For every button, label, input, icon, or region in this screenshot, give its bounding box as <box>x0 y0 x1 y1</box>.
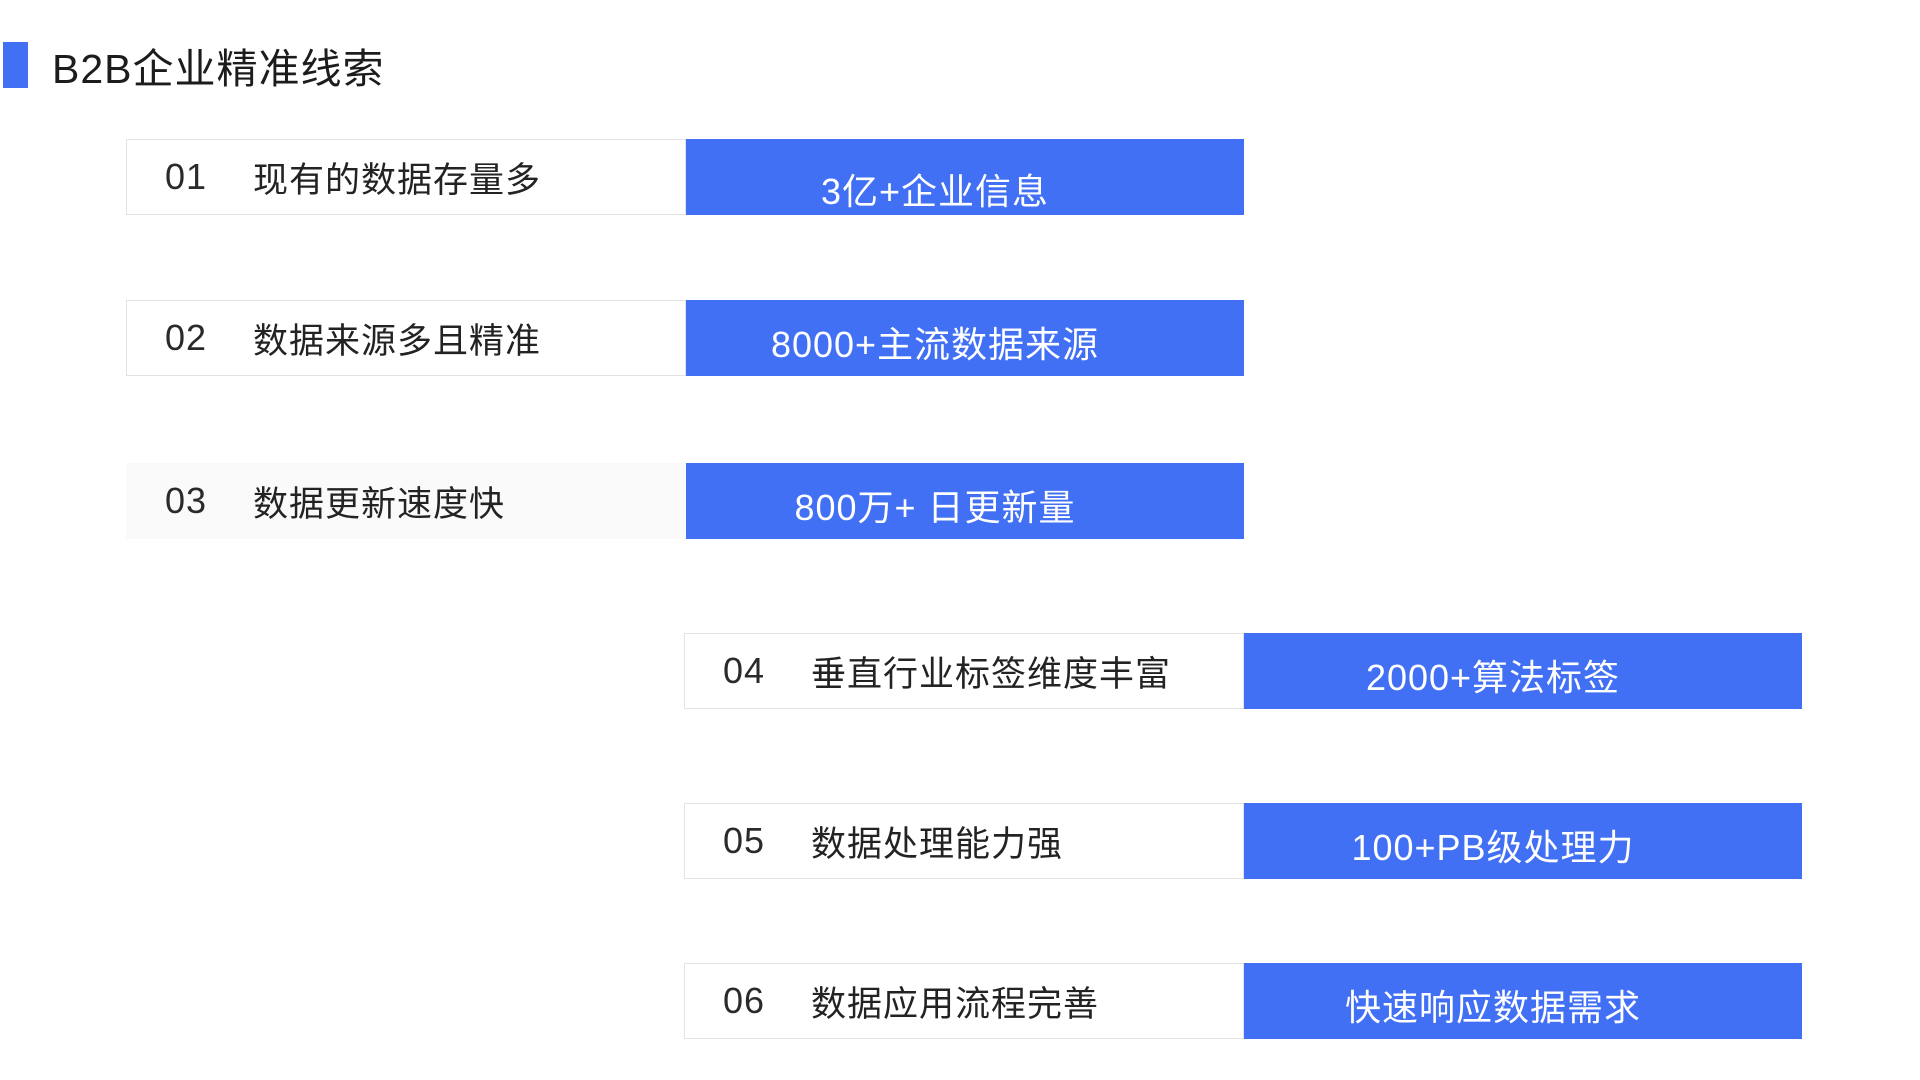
feature-badge: 快速响应数据需求 <box>1244 963 1802 1039</box>
feature-row-02: 02 数据来源多且精准 8000+主流数据来源 <box>126 300 1244 376</box>
slide-header: B2B企业精准线索 <box>3 42 385 92</box>
feature-badge-text: 2000+算法标签 <box>1365 657 1621 698</box>
feature-box: 03 数据更新速度快 <box>126 463 686 539</box>
feature-number: 02 <box>165 317 208 358</box>
feature-box: 02 数据来源多且精准 <box>126 300 686 376</box>
feature-row-01: 01 现有的数据存量多 3亿+企业信息 <box>126 139 1244 215</box>
feature-number: 06 <box>723 980 766 1021</box>
title-marker-square <box>3 42 28 88</box>
feature-row-04: 04 垂直行业标签维度丰富 2000+算法标签 <box>684 633 1802 709</box>
feature-number: 01 <box>165 156 208 197</box>
feature-badge: 3亿+企业信息 <box>686 139 1244 215</box>
feature-badge-text: 快速响应数据需求 <box>1344 987 1641 1028</box>
feature-label: 数据来源多且精准 <box>253 321 542 361</box>
feature-number: 05 <box>723 820 766 861</box>
feature-box: 05 数据处理能力强 <box>684 803 1244 879</box>
feature-label: 数据处理能力强 <box>811 824 1064 864</box>
feature-number: 03 <box>165 480 208 521</box>
feature-row-03: 03 数据更新速度快 800万+ 日更新量 <box>126 463 1244 539</box>
feature-label: 数据应用流程完善 <box>811 984 1100 1024</box>
page-title: B2B企业精准线索 <box>52 46 385 92</box>
feature-badge: 8000+主流数据来源 <box>686 300 1244 376</box>
feature-badge: 800万+ 日更新量 <box>686 463 1244 539</box>
feature-badge-text: 8000+主流数据来源 <box>770 324 1100 365</box>
feature-label: 垂直行业标签维度丰富 <box>811 654 1172 694</box>
feature-badge-text: 800万+ 日更新量 <box>794 487 1076 528</box>
feature-badge: 2000+算法标签 <box>1244 633 1802 709</box>
feature-label: 现有的数据存量多 <box>253 160 542 200</box>
feature-badge-text: 100+PB级处理力 <box>1351 827 1635 868</box>
feature-row-05: 05 数据处理能力强 100+PB级处理力 <box>684 803 1802 879</box>
feature-number: 04 <box>723 650 766 691</box>
feature-box: 04 垂直行业标签维度丰富 <box>684 633 1244 709</box>
feature-box: 01 现有的数据存量多 <box>126 139 686 215</box>
feature-row-06: 06 数据应用流程完善 快速响应数据需求 <box>684 963 1802 1039</box>
feature-label: 数据更新速度快 <box>253 484 506 524</box>
feature-badge-text: 3亿+企业信息 <box>820 171 1050 212</box>
feature-badge: 100+PB级处理力 <box>1244 803 1802 879</box>
feature-box: 06 数据应用流程完善 <box>684 963 1244 1039</box>
